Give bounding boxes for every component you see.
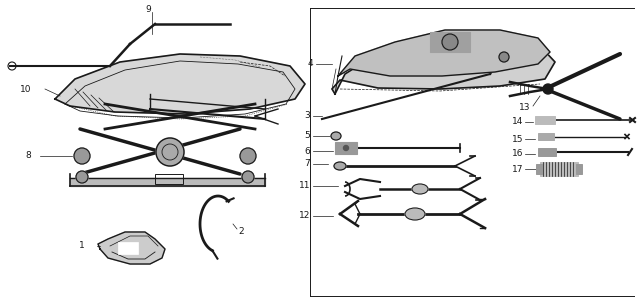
Ellipse shape xyxy=(334,162,346,170)
Circle shape xyxy=(76,171,88,183)
Text: 13: 13 xyxy=(518,103,530,112)
Ellipse shape xyxy=(412,184,428,194)
Bar xyxy=(70,178,265,186)
Bar xyxy=(576,164,582,174)
Bar xyxy=(536,164,542,174)
Polygon shape xyxy=(55,54,305,114)
Text: 12: 12 xyxy=(299,212,310,220)
Text: 16: 16 xyxy=(511,150,523,158)
Text: 5: 5 xyxy=(304,132,310,140)
Bar xyxy=(540,162,578,176)
Bar xyxy=(430,32,470,52)
Bar xyxy=(538,133,554,140)
Polygon shape xyxy=(98,232,165,264)
Circle shape xyxy=(240,148,256,164)
Text: 6: 6 xyxy=(304,147,310,156)
Bar xyxy=(535,116,555,124)
Polygon shape xyxy=(332,39,555,94)
Circle shape xyxy=(344,146,349,150)
Circle shape xyxy=(156,138,184,166)
Circle shape xyxy=(242,171,254,183)
Bar xyxy=(335,142,357,154)
Ellipse shape xyxy=(405,208,425,220)
Text: 11: 11 xyxy=(298,181,310,191)
Text: 4: 4 xyxy=(307,60,313,68)
Circle shape xyxy=(74,148,90,164)
Bar xyxy=(155,174,183,184)
Circle shape xyxy=(543,84,553,94)
Text: 14: 14 xyxy=(511,118,523,126)
Text: 17: 17 xyxy=(511,164,523,174)
Text: 15: 15 xyxy=(511,134,523,143)
Text: 2: 2 xyxy=(238,226,244,236)
Text: 9: 9 xyxy=(145,5,151,13)
Text: 8: 8 xyxy=(25,151,31,161)
Text: 7: 7 xyxy=(304,160,310,168)
Circle shape xyxy=(442,34,458,50)
Text: 1: 1 xyxy=(79,241,85,250)
Text: 3: 3 xyxy=(304,112,310,120)
Text: 10: 10 xyxy=(20,85,32,94)
Polygon shape xyxy=(338,30,550,76)
Circle shape xyxy=(499,52,509,62)
Bar xyxy=(538,148,556,156)
Bar xyxy=(118,242,138,254)
Ellipse shape xyxy=(331,132,341,140)
